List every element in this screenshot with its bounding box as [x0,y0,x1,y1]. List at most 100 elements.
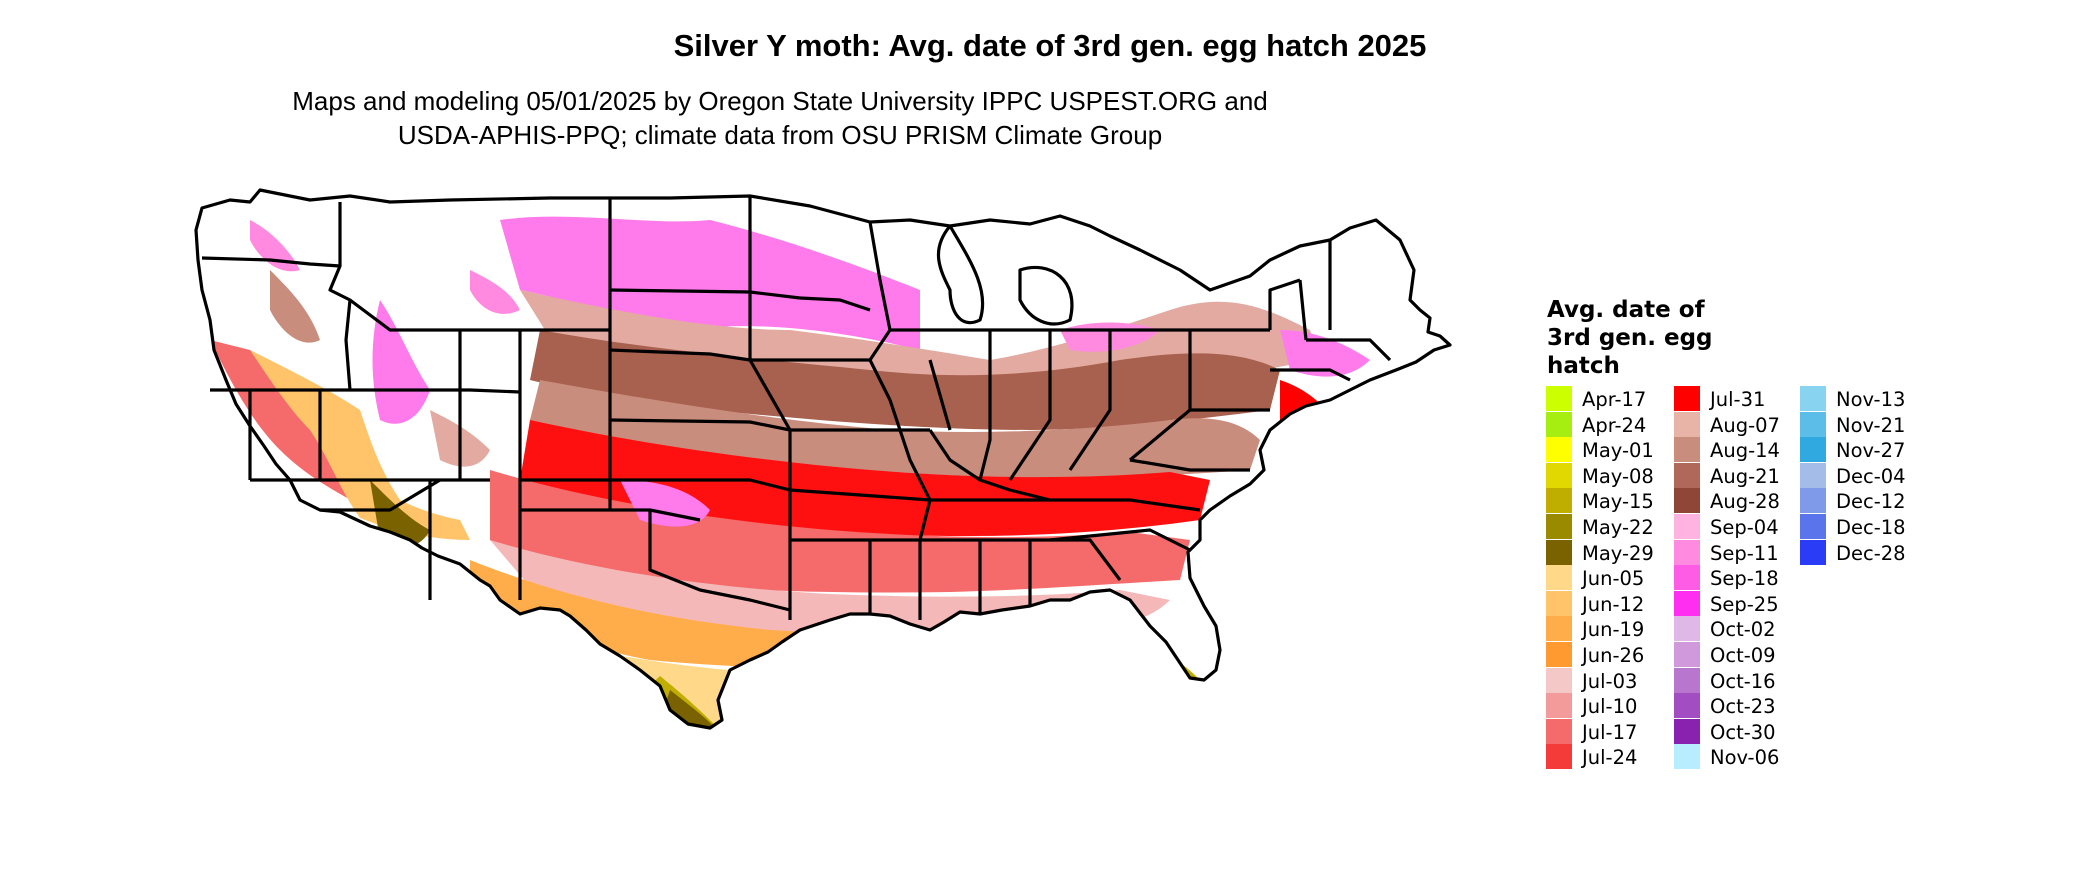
legend-item: Aug-07 [1674,411,1804,438]
legend-swatch [1674,642,1700,667]
legend-item: Apr-24 [1546,411,1676,438]
legend-item: May-01 [1546,437,1676,463]
legend-item: Jun-26 [1546,642,1676,668]
legend-item: May-15 [1546,488,1676,514]
legend-item: Sep-25 [1674,590,1804,617]
legend-label: Oct-30 [1710,720,1776,744]
legend-label: Aug-21 [1710,464,1780,488]
legend-label: Sep-25 [1710,592,1779,616]
legend-item: Nov-13 [1800,386,1930,412]
state-boundaries [194,188,1452,730]
legend-label: Jun-19 [1582,618,1645,642]
legend-swatch [1800,437,1826,463]
legend-label: Oct-23 [1710,695,1776,719]
legend-label: May-08 [1582,464,1654,488]
legend-swatch [1800,514,1826,539]
legend-swatch [1546,693,1572,719]
legend-swatch [1800,539,1826,565]
legend-swatch [1674,565,1700,591]
legend-label: Sep-11 [1710,541,1779,565]
map-subtitle: Maps and modeling 05/01/2025 by Oregon S… [280,84,1280,152]
legend-item: Oct-23 [1674,693,1804,719]
legend-item: May-08 [1546,462,1676,489]
legend-label: May-22 [1582,516,1654,539]
legend-label: Jun-05 [1582,567,1645,591]
legend-label: Dec-04 [1836,464,1906,488]
legend-swatch [1800,411,1826,437]
legend-item: Oct-02 [1674,616,1804,642]
legend-label: May-01 [1582,439,1654,463]
legend-label: May-29 [1582,541,1654,565]
legend-swatch [1674,437,1700,463]
legend-swatch [1674,514,1700,539]
legend-label: Nov-13 [1836,388,1906,411]
legend-swatch [1800,386,1826,411]
legend-label: Jul-10 [1582,695,1638,719]
legend-swatch [1546,488,1572,514]
legend-item: Sep-11 [1674,539,1804,566]
legend-swatch [1674,411,1700,437]
legend-item: Dec-28 [1800,539,1930,566]
legend-title-line-1: Avg. date of [1547,297,1705,323]
legend-item: Jul-17 [1546,718,1676,745]
legend-label: Oct-16 [1710,669,1776,693]
legend-label: Sep-04 [1710,516,1779,539]
legend-label: Apr-17 [1582,388,1647,411]
legend-item: Oct-09 [1674,642,1804,668]
legend-label: May-15 [1582,490,1654,514]
legend-item: May-29 [1546,539,1676,566]
legend-item: Aug-14 [1674,437,1804,463]
legend-item: May-22 [1546,514,1676,540]
us-map [194,188,1452,730]
legend-item: Nov-27 [1800,437,1930,463]
legend-label: Sep-18 [1710,567,1779,591]
legend-label: Aug-28 [1710,490,1780,514]
legend-item: Jul-10 [1546,693,1676,719]
legend-item: Jun-19 [1546,616,1676,642]
legend-swatch [1546,437,1572,463]
legend-swatch [1674,616,1700,642]
legend-label: Dec-28 [1836,541,1906,565]
legend-swatch [1546,616,1572,642]
legend-label: Oct-02 [1710,618,1776,642]
legend-swatch [1674,386,1700,411]
legend-swatch [1546,744,1572,770]
legend-swatch [1546,539,1572,565]
legend-item: Apr-17 [1546,386,1676,412]
legend-swatch [1674,744,1700,770]
legend-label: Apr-24 [1582,413,1647,437]
map-title: Silver Y moth: Avg. date of 3rd gen. egg… [673,28,1427,63]
legend-title-line-3: hatch [1547,353,1620,379]
legend-swatch [1546,667,1572,693]
legend-swatch [1800,462,1826,488]
legend-item: Jul-31 [1674,386,1804,412]
legend-item: Oct-30 [1674,718,1804,745]
legend-title: Avg. date of 3rd gen. egg hatch [1547,296,1747,380]
legend-swatch [1546,718,1572,744]
legend-item: Dec-18 [1800,514,1930,540]
legend-item: Jun-05 [1546,565,1676,591]
legend-swatch [1674,488,1700,514]
legend-swatch [1674,539,1700,565]
legend-swatch [1674,693,1700,719]
legend-label: Oct-09 [1710,644,1776,667]
legend-swatch [1546,642,1572,667]
legend-item: Oct-16 [1674,667,1804,694]
legend-swatch [1546,386,1572,411]
legend-swatch [1674,462,1700,488]
legend-swatch [1674,667,1700,693]
legend-label: Dec-18 [1836,516,1906,539]
legend-label: Nov-06 [1710,746,1780,770]
legend-item: Nov-06 [1674,744,1804,770]
legend-swatch [1546,411,1572,437]
legend-swatch [1674,590,1700,616]
legend-item: Jun-12 [1546,590,1676,617]
subtitle-line-1: Maps and modeling 05/01/2025 by Oregon S… [292,86,1268,116]
legend-item: Jul-24 [1546,744,1676,770]
subtitle-line-2: USDA-APHIS-PPQ; climate data from OSU PR… [397,120,1163,150]
legend-label: Dec-12 [1836,490,1906,514]
legend-label: Nov-27 [1836,439,1906,463]
legend-swatch [1674,718,1700,744]
legend-swatch [1546,565,1572,591]
legend-label: Jul-17 [1582,720,1638,744]
